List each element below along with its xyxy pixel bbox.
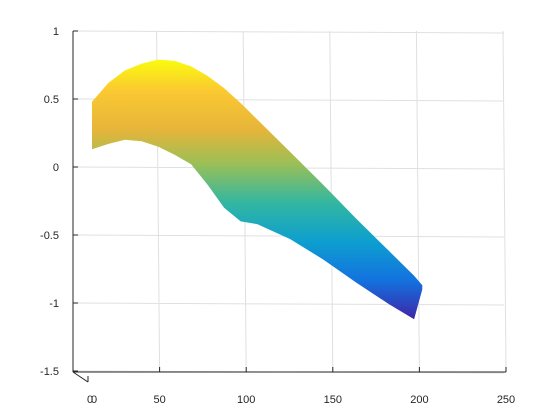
y-axis-ticks: 1 0.5 0 -0.5 -1 -1.5 bbox=[40, 26, 78, 378]
x-axis-ticks: 050100150200250050100150200 bbox=[72, 367, 515, 406]
depth-axis-line bbox=[72, 371, 89, 383]
x-tick-label-back-5: 250 bbox=[497, 394, 515, 406]
x-tick-label-back-1: 50 bbox=[153, 394, 165, 406]
x-grid-line-5 bbox=[502, 30, 507, 373]
y-tick-label-2: 0 bbox=[53, 162, 59, 174]
y-tick-label-1: 0.5 bbox=[44, 94, 59, 106]
x-tick-label-back-2: 100 bbox=[237, 394, 255, 406]
y-grid-line-4 bbox=[72, 302, 505, 306]
y-tick-label-5: -1.5 bbox=[40, 366, 59, 378]
y-grid-line-0 bbox=[72, 30, 505, 34]
x-tick-label-back-0: 0 bbox=[87, 394, 93, 406]
axes bbox=[72, 31, 506, 383]
surface-fill bbox=[92, 59, 423, 320]
x-tick-label-back-3: 150 bbox=[324, 394, 342, 406]
y-tick-label-0: 1 bbox=[53, 26, 59, 38]
x-tick-label-front-0: 0 bbox=[91, 394, 97, 406]
surface bbox=[92, 59, 423, 320]
x-tick-label-back-4: 200 bbox=[410, 394, 428, 406]
y-tick-label-4: -1 bbox=[49, 298, 59, 310]
y-tick-label-3: -0.5 bbox=[40, 230, 59, 242]
x-grid-line-4 bbox=[415, 30, 420, 373]
